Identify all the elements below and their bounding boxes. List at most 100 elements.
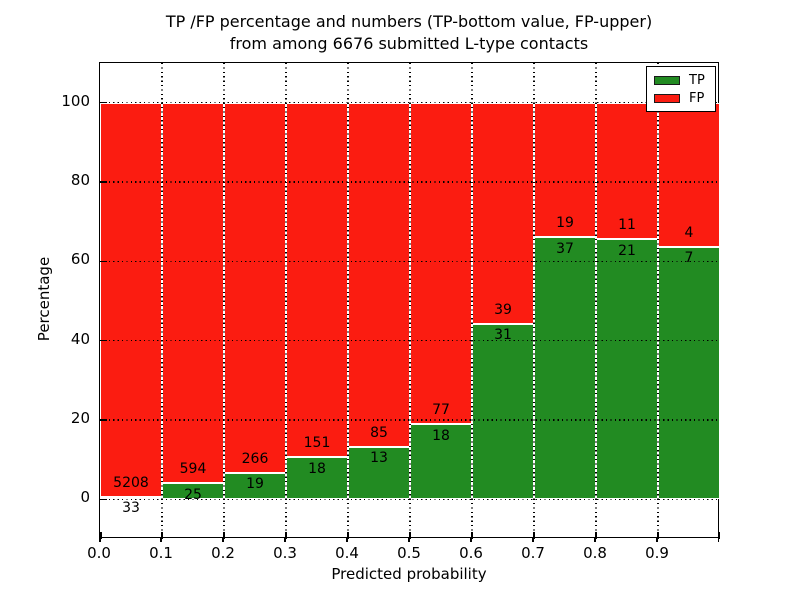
y-tick-label: 0 — [80, 488, 90, 507]
y-tick-label: 100 — [61, 91, 90, 110]
x-tick-outer — [717, 538, 719, 542]
y-tick — [100, 181, 107, 183]
legend-swatch-tp — [654, 75, 680, 85]
y-tick-label: 20 — [70, 409, 90, 427]
plot-area: 5208 33 594 25 266 19 151 18 85 13 77 18 39 31 19 37 11 2… — [99, 62, 720, 539]
fp-count-label: 85 — [370, 424, 388, 441]
x-tick — [161, 532, 163, 539]
x-gridline — [161, 63, 163, 539]
bar-fp-segment — [100, 102, 162, 497]
x-tick-outer — [284, 538, 286, 542]
x-tick-label: 0.5 — [397, 544, 421, 562]
x-tick — [100, 532, 102, 539]
x-tick-outer — [222, 538, 224, 542]
x-tick-outer — [594, 538, 596, 542]
tp-count-label: 18 — [308, 460, 326, 477]
x-gridline — [347, 63, 349, 539]
fp-count-label: 266 — [241, 450, 269, 467]
tp-count-label: 31 — [494, 327, 512, 344]
x-tick — [285, 532, 287, 539]
y-tick-label: 80 — [70, 171, 90, 189]
x-tick-label: 0.6 — [459, 544, 483, 562]
y-tick — [100, 260, 107, 263]
bar-tp-segment — [658, 246, 720, 500]
x-gridline — [409, 63, 411, 539]
x-tick-label: 0.0 — [87, 544, 111, 562]
x-gridline — [471, 63, 473, 539]
x-tick — [347, 532, 349, 539]
y-tick — [100, 498, 107, 501]
y-gridline — [100, 260, 720, 262]
x-tick-outer — [99, 538, 101, 542]
legend: TP FP — [646, 66, 716, 112]
bar-fp-segment — [162, 102, 224, 484]
bar-fp-segment — [286, 102, 348, 458]
y-gridline — [100, 498, 720, 500]
x-gridline — [533, 63, 535, 539]
y-tick — [100, 339, 107, 342]
fp-count-label: 594 — [179, 461, 207, 478]
x-tick — [471, 532, 473, 539]
x-gridline — [285, 63, 287, 539]
bar-fp-segment — [410, 102, 472, 425]
legend-label-fp: FP — [689, 90, 705, 106]
fp-count-label: 151 — [303, 435, 331, 452]
legend-entry-tp: TP — [654, 74, 708, 87]
x-tick — [533, 532, 535, 539]
x-tick-label: 0.9 — [645, 544, 669, 562]
fp-count-label: 77 — [432, 402, 450, 419]
legend-label-tp: TP — [689, 72, 705, 88]
legend-entry-fp: FP — [654, 92, 708, 105]
x-tick — [223, 532, 225, 539]
bar-tp-segment — [596, 239, 658, 500]
tp-count-label: 19 — [246, 476, 264, 493]
fp-count-label: 5208 — [113, 474, 149, 491]
tp-count-label: 25 — [184, 486, 202, 503]
x-tick-label: 0.8 — [583, 544, 607, 562]
y-tick-label: 40 — [70, 329, 90, 348]
tp-count-label: 18 — [432, 427, 450, 444]
tp-count-label: 21 — [618, 242, 636, 259]
x-tick-outer — [346, 538, 348, 542]
y-gridline — [100, 102, 720, 104]
x-gridline — [657, 63, 659, 539]
x-tick — [657, 532, 659, 539]
tp-count-label: 7 — [684, 250, 694, 267]
bar-tp-segment — [472, 323, 534, 500]
x-axis-label: Predicted probability — [331, 565, 487, 583]
x-tick-outer — [160, 538, 162, 542]
x-tick-outer — [656, 538, 658, 542]
x-tick-label: 0.1 — [149, 544, 173, 562]
chart-title-line2: from among 6676 submitted L-type contact… — [229, 34, 589, 53]
x-gridline — [595, 63, 597, 539]
x-tick-label: 0.7 — [521, 544, 545, 562]
y-tick — [100, 419, 107, 421]
x-tick-label: 0.3 — [273, 544, 297, 562]
x-tick-label: 0.4 — [335, 544, 359, 562]
x-tick-outer — [470, 538, 472, 542]
fp-count-label: 39 — [494, 301, 512, 318]
bar-fp-segment — [472, 102, 534, 324]
x-gridline — [223, 63, 225, 539]
y-axis-label: Percentage — [35, 256, 53, 342]
fp-count-label: 4 — [684, 224, 694, 241]
chart-title-line1: TP /FP percentage and numbers (TP-bottom… — [165, 12, 653, 31]
tp-count-label: 37 — [556, 240, 574, 257]
legend-swatch-fp — [654, 93, 680, 103]
y-tick-label: 60 — [70, 250, 90, 269]
x-tick-outer — [408, 538, 410, 542]
x-tick-label: 0.2 — [211, 544, 235, 562]
x-tick — [409, 532, 411, 539]
x-tick-outer — [532, 538, 534, 542]
bar-fp-segment — [348, 102, 410, 447]
bar-fp-segment — [224, 102, 286, 473]
tp-count-label: 33 — [122, 500, 140, 517]
fp-count-label: 11 — [618, 217, 636, 233]
x-tick — [595, 532, 597, 539]
bar-tp-segment — [534, 237, 596, 500]
y-gridline — [100, 181, 720, 183]
y-gridline — [100, 340, 720, 342]
x-tick — [718, 532, 720, 539]
y-gridline — [100, 419, 720, 421]
y-tick — [100, 101, 107, 104]
